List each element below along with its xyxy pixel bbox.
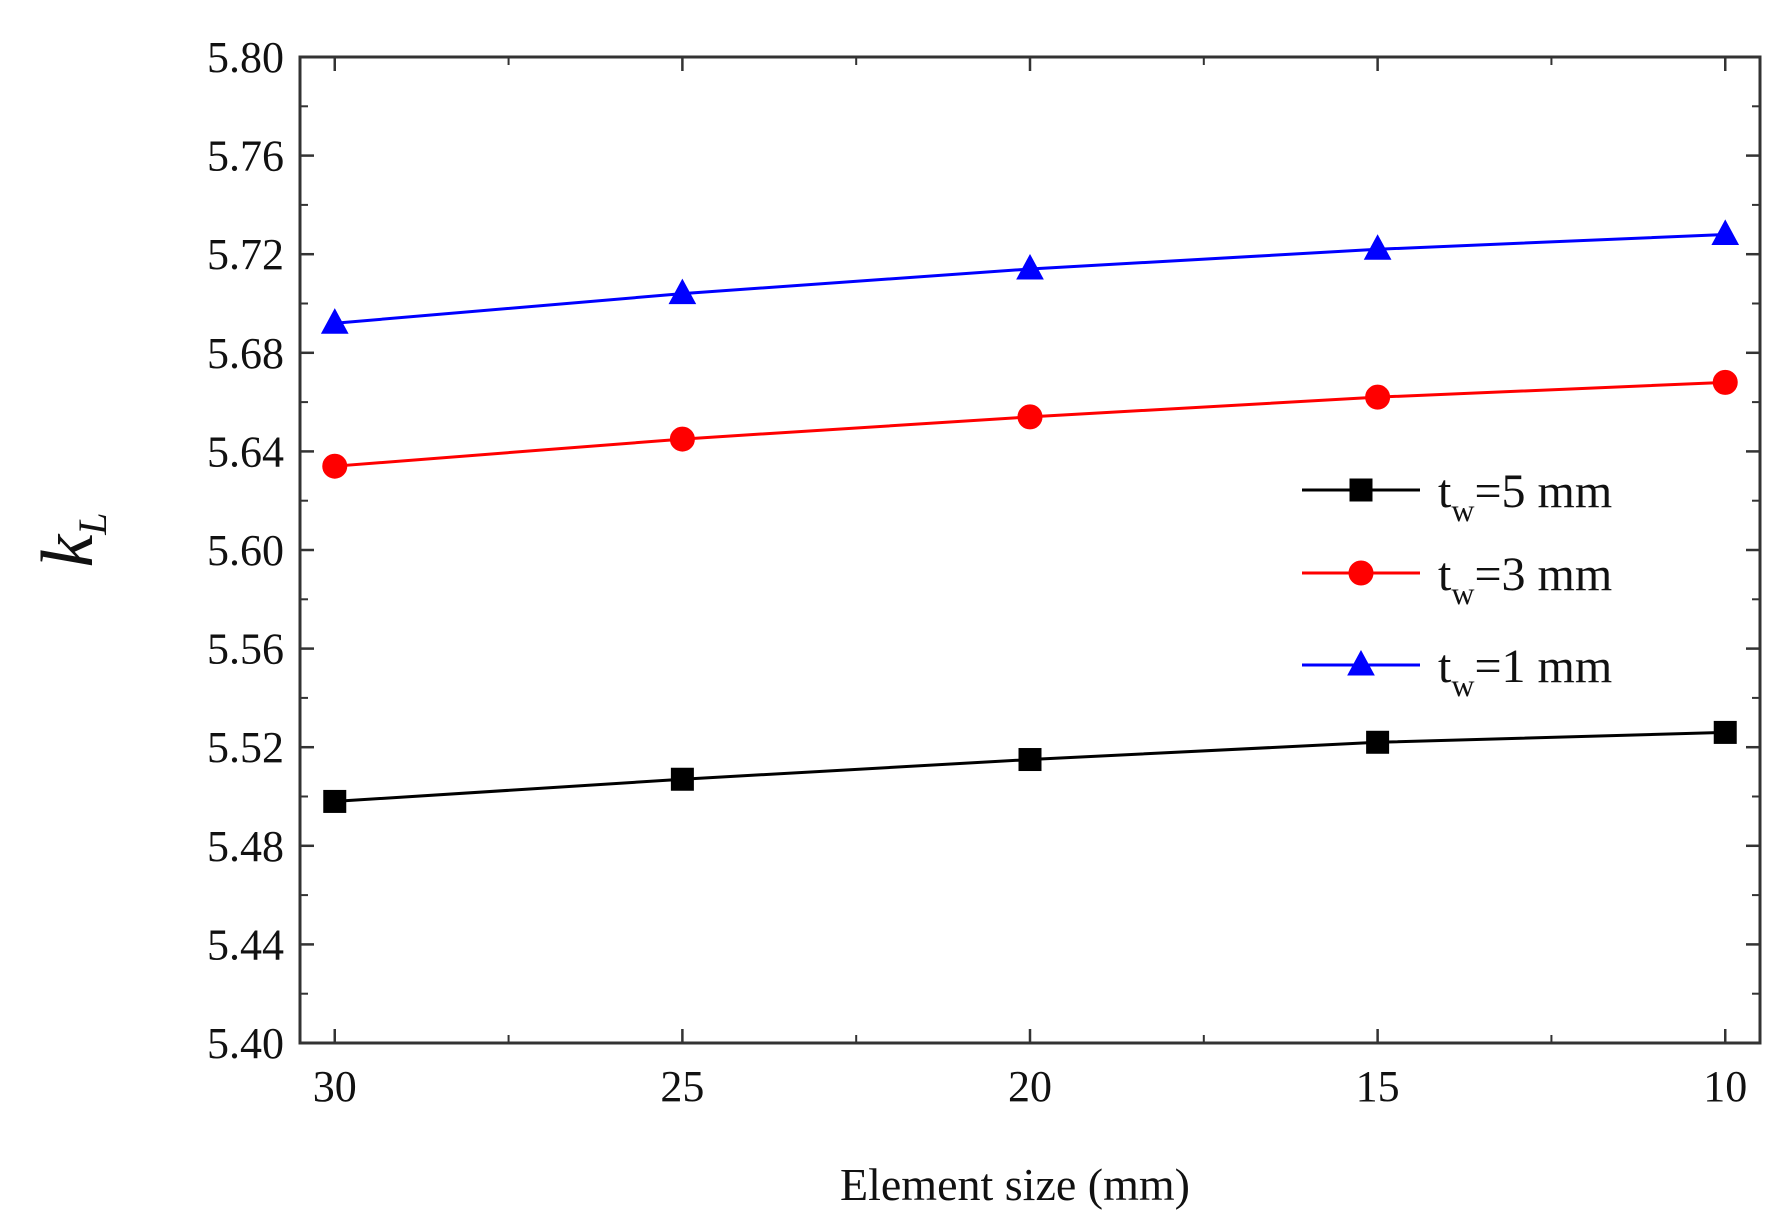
data-point — [669, 426, 695, 452]
series-layer — [320, 219, 1740, 813]
data-point — [670, 767, 694, 791]
y-tick-label: 5.60 — [207, 526, 284, 575]
legend-entry: tw=3 mm — [1302, 548, 1612, 611]
legend-marker — [1347, 649, 1375, 676]
x-tick-label: 15 — [1356, 1062, 1400, 1111]
svg-text:kL: kL — [27, 512, 115, 567]
y-tick-label: 5.80 — [207, 33, 284, 82]
data-point — [668, 278, 697, 305]
y-tick-label: 5.68 — [207, 329, 284, 378]
x-tick-label: 20 — [1008, 1062, 1052, 1111]
data-point — [1365, 384, 1391, 410]
y-tick-label: 5.40 — [207, 1019, 284, 1068]
legend-marker — [1349, 478, 1373, 502]
y-tick-label: 5.64 — [207, 427, 284, 476]
x-axis-title: Element size (mm) — [840, 1159, 1190, 1210]
data-point — [1016, 253, 1044, 280]
y-tick-label: 5.72 — [207, 230, 284, 279]
y-axis-title-main: k — [27, 534, 109, 568]
legend: tw=5 mm tw=3 mm tw=1 mm — [1302, 465, 1612, 703]
legend-entry: tw=5 mm — [1302, 465, 1612, 528]
y-tick-label: 5.52 — [207, 723, 284, 772]
series-triangle — [320, 219, 1740, 334]
x-tick-labels: 30 25 20 15 10 — [313, 1062, 1747, 1111]
y-tick-label: 5.44 — [207, 920, 284, 969]
series-square — [323, 720, 1737, 813]
data-point — [323, 789, 347, 813]
data-point — [1366, 730, 1390, 754]
x-tick-label: 10 — [1703, 1062, 1747, 1111]
y-axis-title-sub: L — [70, 512, 115, 535]
y-tick-label: 5.76 — [207, 132, 284, 181]
data-point — [322, 453, 348, 479]
data-point — [320, 308, 349, 334]
y-tick-label: 5.48 — [207, 822, 284, 871]
data-point — [1713, 720, 1737, 744]
series-circle — [322, 369, 1738, 479]
data-point — [1018, 748, 1042, 772]
x-tick-label: 30 — [313, 1062, 357, 1111]
y-tick-label: 5.56 — [207, 625, 284, 674]
legend-marker — [1348, 560, 1374, 586]
legend-label: tw=1 mm — [1438, 640, 1612, 703]
legend-label: tw=5 mm — [1438, 465, 1612, 528]
legend-entry: tw=1 mm — [1302, 640, 1612, 703]
legend-label: tw=3 mm — [1438, 548, 1612, 611]
data-point — [1711, 219, 1740, 245]
y-axis-title: kL — [27, 512, 115, 567]
data-point — [1712, 369, 1738, 395]
data-point — [1017, 404, 1043, 430]
y-tick-labels: 5.40 5.44 5.48 5.52 5.56 5.60 5.64 5.68 5.72 5.76… — [207, 33, 284, 1068]
plot-frame — [298, 55, 1762, 1045]
data-point — [1363, 234, 1392, 260]
x-tick-label: 25 — [660, 1062, 704, 1111]
